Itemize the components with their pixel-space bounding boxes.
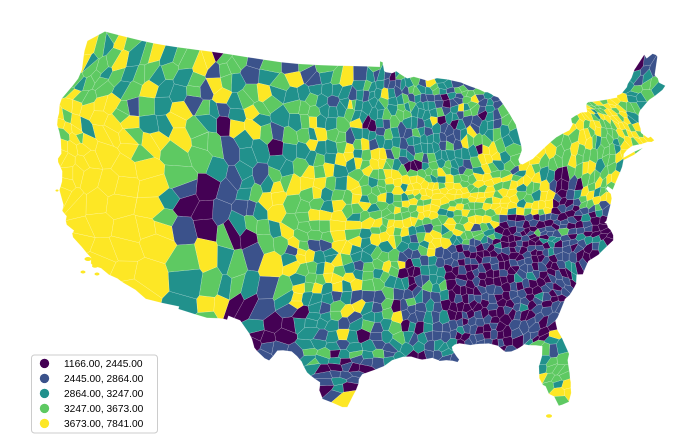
svg-text:2864.00, 3247.00: 2864.00, 3247.00 [64, 389, 144, 400]
svg-text:2445.00, 2864.00: 2445.00, 2864.00 [64, 374, 144, 385]
svg-text:3673.00, 7841.00: 3673.00, 7841.00 [64, 419, 144, 430]
svg-text:3247.00, 3673.00: 3247.00, 3673.00 [64, 404, 144, 415]
svg-text:1166.00, 2445.00: 1166.00, 2445.00 [64, 359, 143, 370]
